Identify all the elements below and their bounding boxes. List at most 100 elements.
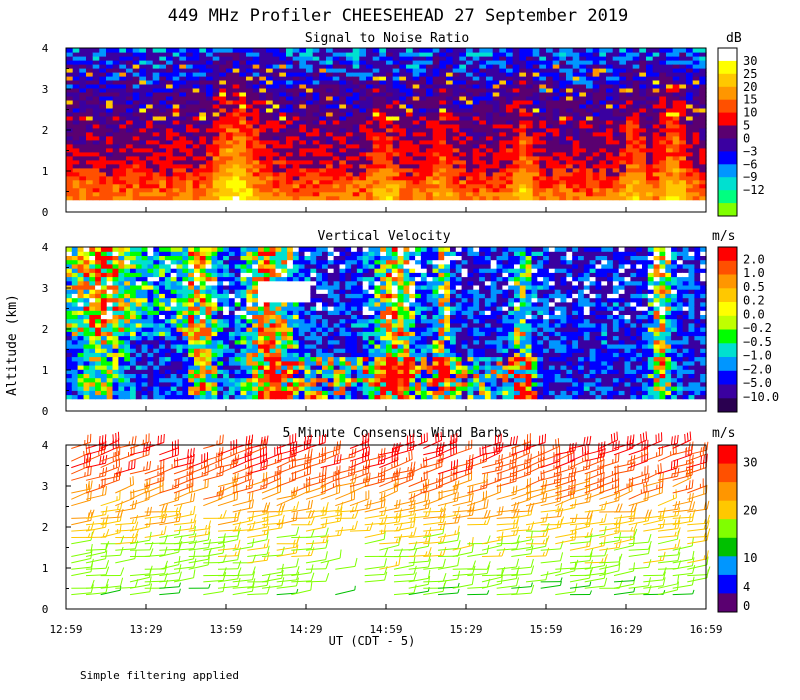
snr-cell [526,52,534,57]
snr-cell [419,167,427,173]
snr-cell [126,179,134,185]
vv-cell [263,356,271,362]
vv-cell [252,318,259,324]
snr-cell [599,107,607,113]
snr-cell [299,64,307,69]
snr-cell [146,147,154,153]
vv-cell [188,327,195,332]
vv-cell [77,314,84,320]
vv-cell [234,318,242,324]
snr-cell [219,135,227,141]
vv-cell [234,343,242,349]
snr-cell [426,95,434,101]
snr-cell [146,119,154,125]
snr-cell [72,135,80,141]
snr-cell [426,79,434,85]
snr-cell [399,56,407,61]
vv-cell [153,259,160,265]
snr-cell [232,99,240,105]
snr-cell [579,127,587,133]
snr-cell [259,131,267,137]
snr-cell [646,163,654,169]
vv-cell [95,335,102,341]
snr-cell [366,151,374,157]
snr-cell [139,103,147,109]
snr-cell [479,83,487,89]
snr-cell [172,83,180,89]
vv-cell [194,263,201,269]
snr-cell [132,187,140,193]
snr-cell [219,143,227,149]
snr-cell [439,60,447,65]
snr-cell [252,119,260,125]
snr-cell [586,183,594,189]
snr-cell [472,179,480,185]
snr-cell [266,52,274,57]
snr-cell [379,171,387,177]
snr-cell [386,75,394,81]
vv-cell [83,280,90,286]
vv-cell [240,386,247,391]
snr-cell [679,68,687,73]
snr-cell [292,163,300,169]
snr-cell [179,48,187,53]
vv-cell [153,293,160,299]
vv-cell [170,390,178,396]
snr-cell [652,95,660,101]
snr-cell [339,127,347,133]
snr-cell [172,115,180,121]
snr-cell [119,56,127,61]
vv-cell [199,318,207,324]
snr-cell [679,95,687,101]
snr-cell [146,87,154,93]
vv-cell [194,272,201,278]
snr-cell [146,68,154,73]
snr-cell [626,143,634,149]
snr-cell [79,79,87,85]
vv-cell [141,314,148,320]
snr-cell [152,60,160,65]
snr-cell [179,179,187,185]
snr-cell [152,143,160,149]
snr-cell [106,135,114,141]
vv-cell [194,280,201,286]
snr-cell [492,195,500,201]
vv-cell [112,352,119,358]
vv-cell [89,327,96,332]
vv-cell [141,327,148,332]
snr-cell [372,95,380,101]
vv-cell [141,289,148,294]
vv-cell [159,343,166,349]
vv-cell [240,297,247,303]
snr-cell [452,91,460,97]
vv-cell [100,280,108,286]
snr-cell [112,143,120,149]
snr-cell [319,167,327,173]
snr-cell [592,48,600,53]
snr-cell [266,167,274,173]
snr-cell [306,195,314,201]
snr-cell [366,68,374,73]
vv-cell [147,268,154,273]
snr-cell [299,143,307,149]
snr-cell [306,60,314,65]
snr-cell [672,191,680,197]
snr-cell [526,103,534,109]
snr-cell [546,139,554,145]
vv-cell [100,297,108,303]
vv-cell [141,394,148,400]
snr-cell [319,72,327,77]
snr-cell [472,127,480,133]
snr-cell [259,91,267,97]
snr-cell [226,191,234,197]
snr-cell [372,91,380,97]
snr-cell [646,56,654,61]
snr-cell [446,99,454,105]
snr-cell [412,175,420,181]
snr-cell [272,75,280,81]
snr-cell [286,99,294,105]
snr-cell [552,127,560,133]
snr-cell [186,64,194,69]
vv-cell [240,247,247,252]
snr-cell [206,72,214,77]
